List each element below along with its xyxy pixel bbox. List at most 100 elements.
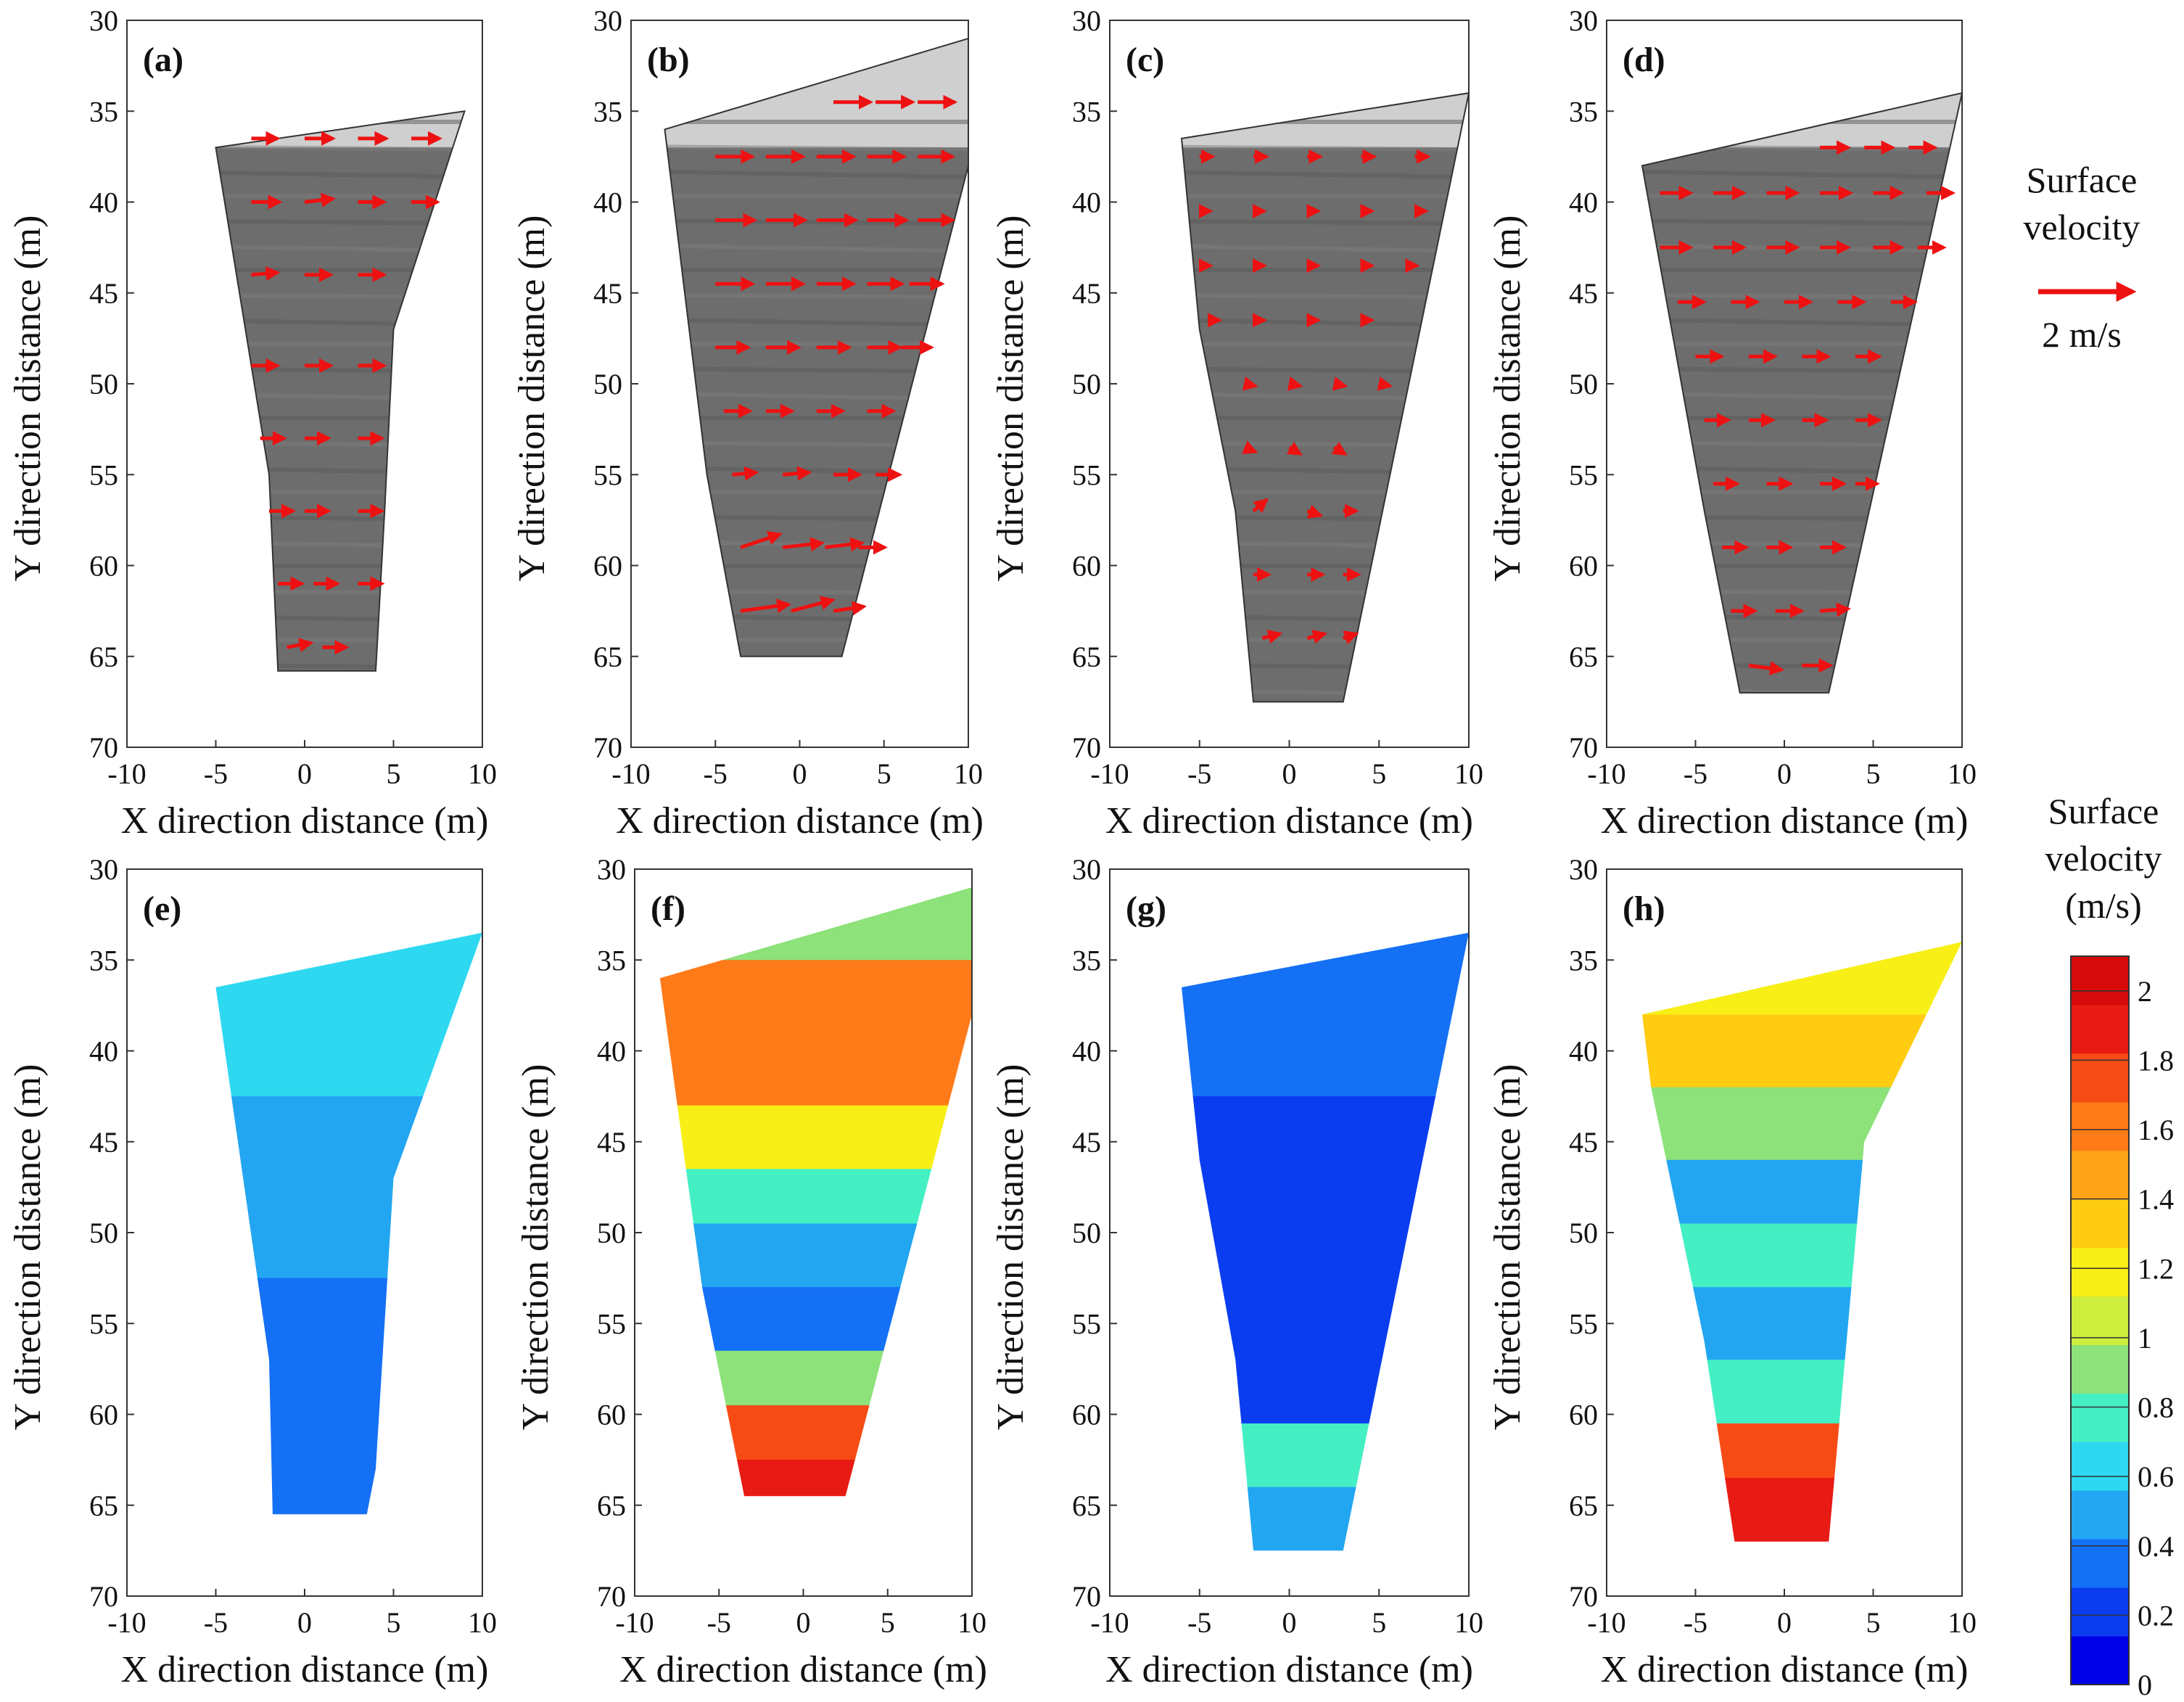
water-ripple <box>664 613 968 623</box>
water-ripple <box>1182 366 1469 374</box>
x-tick-label: -5 <box>707 1606 731 1639</box>
y-tick-label: 35 <box>1569 95 1598 128</box>
y-tick-label: 50 <box>1569 1217 1598 1249</box>
y-tick-label: 45 <box>89 277 118 310</box>
y-tick-label: 55 <box>1072 1307 1101 1340</box>
x-axis-label: X direction distance (m) <box>1105 800 1473 842</box>
colorbar-tick-label: 1.8 <box>2138 1044 2174 1077</box>
y-tick-label: 40 <box>1072 186 1101 219</box>
x-axis-label: X direction distance (m) <box>1105 1649 1473 1690</box>
x-tick-label: -10 <box>107 1606 146 1639</box>
water-ripple <box>1642 613 1962 623</box>
y-tick-label: 60 <box>89 1399 118 1431</box>
y-axis-label: Y direction distance (m) <box>990 1064 1031 1431</box>
velocity-band <box>659 960 972 1034</box>
y-axis-label: Y direction distance (m) <box>7 1064 49 1431</box>
colorbar-segment <box>2071 1490 2129 1539</box>
velocity-vector <box>287 638 314 652</box>
water-ripple <box>1642 366 1962 374</box>
y-tick-label: 70 <box>1072 1580 1101 1613</box>
water-ripple <box>1182 687 1469 697</box>
water-ripple <box>1642 514 1962 522</box>
y-tick-label: 30 <box>1569 853 1598 886</box>
y-axis-label: Y direction distance (m) <box>990 215 1031 582</box>
water-ripple <box>215 465 465 475</box>
vector-legend-scale-label: 2 m/s <box>2042 314 2122 355</box>
velocity-band <box>1182 1096 1469 1188</box>
colorbar-segment <box>2071 1587 2129 1637</box>
y-tick-label: 35 <box>593 95 622 128</box>
y-tick-label: 60 <box>593 550 622 583</box>
water-ripple <box>664 243 968 253</box>
x-axis-label: X direction distance (m) <box>616 800 984 842</box>
y-tick-label: 55 <box>89 459 118 491</box>
velocity-vector <box>833 601 867 616</box>
y-tick-label: 50 <box>597 1217 626 1249</box>
velocity-vector <box>1242 377 1258 391</box>
y-tick-label: 65 <box>1072 1489 1101 1522</box>
x-tick-label: -5 <box>204 757 228 790</box>
velocity-vector <box>1286 441 1303 456</box>
panel-letter: (a) <box>143 41 184 79</box>
water-ripple <box>1642 465 1962 475</box>
y-tick-label: 50 <box>1072 1217 1101 1249</box>
y-tick-label: 60 <box>1072 550 1101 583</box>
velocity-vector <box>791 596 836 613</box>
y-tick-label: 50 <box>89 1217 118 1249</box>
colorbar-segment <box>2071 1247 2129 1297</box>
y-tick-label: 60 <box>89 550 118 583</box>
panel-letter: (g) <box>1126 889 1166 928</box>
panel-letter: (h) <box>1623 889 1665 928</box>
y-tick-label: 55 <box>1072 459 1101 491</box>
water-ripple <box>1642 391 1962 401</box>
colorbar-segment <box>2071 1636 2129 1685</box>
velocity-band <box>215 1368 482 1461</box>
y-tick-label: 50 <box>89 368 118 400</box>
velocity-band <box>1182 1278 1469 1361</box>
colorbar-segment <box>2071 1004 2129 1054</box>
velocity-band <box>1642 1087 1962 1161</box>
y-tick-label: 40 <box>597 1035 626 1068</box>
y-tick-label: 40 <box>1569 1035 1598 1068</box>
water-ripple <box>1642 169 1962 179</box>
colorbar-body: 0 0.2 0.4 0.6 0.8 1 1.2 1.4 1.6 1.8 2 <box>2070 955 2174 1701</box>
y-axis-label: Y direction distance (m) <box>511 215 553 582</box>
colorbar-title-line2: velocity <box>2045 838 2162 879</box>
water-ripple <box>215 391 465 401</box>
x-tick-label: -5 <box>1187 757 1211 790</box>
x-axis-label: X direction distance (m) <box>619 1649 987 1690</box>
water-ripple <box>215 243 465 253</box>
x-tick-label: -5 <box>1187 1606 1211 1639</box>
panel-b: 30 35 40 45 50 55 60 65 70-10 -5 0 5 10 X direction d… <box>511 4 984 842</box>
x-tick-label: -10 <box>1587 1606 1625 1639</box>
colorbar-tick-label: 1.6 <box>2138 1114 2174 1146</box>
y-tick-label: 45 <box>89 1126 118 1159</box>
velocity-vector <box>1242 440 1258 455</box>
velocity-band <box>1182 1423 1469 1488</box>
colorbar-tick-label: 1.4 <box>2138 1183 2174 1216</box>
y-tick-label: 50 <box>1072 368 1101 400</box>
water-ripple <box>631 689 968 695</box>
y-tick-label: 70 <box>597 1580 626 1613</box>
y-tick-label: 30 <box>89 853 118 886</box>
x-tick-label: 0 <box>297 1606 312 1639</box>
vector-legend-title-line2: velocity <box>2023 207 2140 247</box>
y-axis-label: Y direction distance (m) <box>7 215 49 582</box>
y-tick-label: 40 <box>1072 1035 1101 1068</box>
velocity-band <box>215 1460 482 1515</box>
y-tick-label: 45 <box>593 277 622 310</box>
velocity-band <box>1182 1187 1469 1279</box>
colorbar-tick-label: 2 <box>2138 975 2152 1008</box>
water-ripple <box>215 292 465 300</box>
y-tick-label: 60 <box>1569 1399 1598 1431</box>
y-tick-label: 45 <box>597 1126 626 1159</box>
y-tick-label: 65 <box>1569 641 1598 673</box>
panel-e: 30 35 40 45 50 55 60 65 70-10 -5 0 5 10 X direction d… <box>7 853 497 1690</box>
y-tick-label: 35 <box>1072 95 1101 128</box>
x-tick-label: -10 <box>1587 757 1625 790</box>
y-tick-label: 55 <box>1569 1307 1598 1340</box>
vector-legend-title-line1: Surface <box>2027 160 2138 200</box>
colorbar-title-line3: (m/s) <box>2065 885 2142 926</box>
x-tick-label: 10 <box>468 757 497 790</box>
